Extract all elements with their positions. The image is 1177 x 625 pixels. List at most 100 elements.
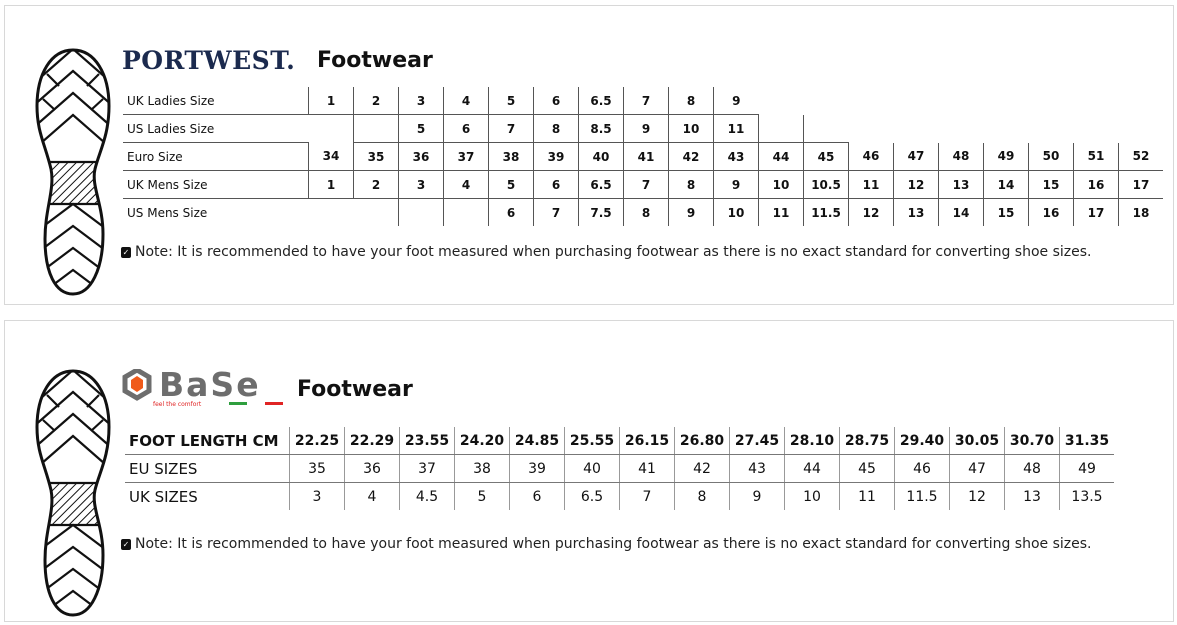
size-cell: 47 — [949, 454, 1005, 483]
svg-text:BaSe: BaSe — [159, 369, 261, 404]
size-cell — [1119, 87, 1164, 115]
size-cell: 17 — [1118, 170, 1163, 199]
portwest-size-chart: PORTWEST. Footwear UK Ladies Size 1 2 3 4 5 6 6… — [4, 5, 1174, 305]
size-cell: 6.5 — [578, 170, 624, 199]
size-cell: 49 — [983, 142, 1029, 171]
size-cell: 38 — [454, 454, 510, 483]
size-cell — [804, 87, 849, 115]
size-cell: 48 — [938, 142, 984, 171]
size-cell: 48 — [1004, 454, 1060, 483]
size-cell: 37 — [443, 142, 489, 171]
size-cell: 29.40 — [894, 427, 950, 455]
table-row: Euro Size 34 35 36 37 38 39 40 41 42 43 44 45 46 47 48 4… — [123, 142, 1163, 171]
size-cell: 14 — [938, 198, 984, 226]
size-cell: 35 — [353, 142, 399, 171]
row-label: US Mens Size — [127, 205, 208, 220]
size-cell: 40 — [564, 454, 620, 483]
size-cell — [984, 115, 1029, 143]
size-cell: 6 — [533, 87, 579, 115]
size-cell — [894, 115, 939, 143]
size-cell: 8 — [533, 114, 579, 143]
size-cell: 43 — [729, 454, 785, 483]
table-row: UK SIZES 3 4 4.5 5 6 6.5 7 8 9 10 11 11.5 12 13 13.5 — [125, 482, 1114, 510]
table-row: UK Mens Size 1 2 3 4 5 6 6.5 7 8 9 10 10.5 11 12 13 14 15… — [123, 170, 1163, 199]
checkbox-icon: ✓ — [121, 246, 131, 258]
size-cell: 39 — [509, 454, 565, 483]
size-cell: 26.15 — [619, 427, 675, 455]
size-cell: 51 — [1073, 142, 1119, 171]
size-cell: 3 — [398, 170, 444, 199]
size-cell — [354, 199, 399, 227]
size-cell: 13 — [938, 170, 984, 199]
size-cell: 37 — [399, 454, 455, 483]
size-cell: 3 — [398, 87, 444, 115]
size-cell: 31.35 — [1059, 427, 1114, 455]
size-cell — [443, 198, 489, 226]
size-cell: 42 — [668, 142, 714, 171]
size-cell: 16 — [1073, 170, 1119, 199]
table-row: FOOT LENGTH CM 22.25 22.29 23.55 24.20 24.85 2… — [125, 427, 1114, 455]
size-cell: 6 — [443, 114, 489, 143]
size-cell: 15 — [983, 198, 1029, 226]
size-cell: 11 — [839, 482, 895, 510]
size-cell: 7.5 — [578, 198, 624, 226]
row-label: UK SIZES — [129, 487, 198, 506]
size-cell: 4.5 — [399, 482, 455, 510]
size-cell: 6 — [533, 170, 579, 199]
size-cell: 12 — [848, 198, 894, 226]
size-cell — [759, 87, 804, 115]
size-cell: 9 — [713, 87, 759, 115]
size-cell: 13 — [1004, 482, 1060, 510]
size-cell: 12 — [893, 170, 939, 199]
size-cell: 15 — [1028, 170, 1074, 199]
size-cell: 10 — [713, 198, 759, 226]
size-cell: 14 — [983, 170, 1029, 199]
size-cell: 7 — [623, 170, 669, 199]
size-cell: 39 — [533, 142, 579, 171]
size-cell: 27.45 — [729, 427, 785, 455]
row-label: US Ladies Size — [123, 114, 309, 143]
size-cell: 8 — [623, 198, 669, 226]
size-cell: 43 — [713, 142, 759, 171]
size-cell: 41 — [619, 454, 675, 483]
size-cell: 7 — [619, 482, 675, 510]
size-cell: 13.5 — [1059, 482, 1114, 510]
size-cell: 25.55 — [564, 427, 620, 455]
size-cell: 46 — [848, 142, 894, 171]
size-cell — [894, 87, 939, 115]
row-label: EU SIZES — [125, 454, 290, 483]
size-cell: 50 — [1028, 142, 1074, 171]
size-cell — [398, 198, 444, 226]
size-cell: 10.5 — [803, 170, 849, 199]
size-cell: 11.5 — [803, 198, 849, 226]
size-cell — [1029, 115, 1074, 143]
size-cell: 45 — [803, 142, 849, 171]
size-cell: 47 — [893, 142, 939, 171]
size-cell: 28.10 — [784, 427, 840, 455]
size-cell: 7 — [533, 198, 579, 226]
size-cell: 38 — [488, 142, 534, 171]
size-cell — [1074, 115, 1119, 143]
size-cell: 23.55 — [399, 427, 455, 455]
size-cell: 5 — [454, 482, 510, 510]
table-row: US Ladies Size 5 6 7 8 8.5 9 10 11 — [123, 114, 1163, 143]
row-label: FOOT LENGTH CM — [125, 427, 290, 455]
size-cell — [939, 87, 984, 115]
size-cell: 11 — [713, 114, 759, 143]
shoe-sole-illustration — [33, 44, 113, 303]
size-cell: 7 — [623, 87, 669, 115]
note-text: Note: It is recommended to have your foo… — [135, 244, 1092, 260]
size-cell: 24.85 — [509, 427, 565, 455]
base-logo: BaSe feel the comfort — [122, 369, 283, 408]
size-cell: 52 — [1118, 142, 1163, 171]
size-cell: 13 — [893, 198, 939, 226]
size-cell: 6 — [509, 482, 565, 510]
size-cell: 8 — [668, 87, 714, 115]
size-cell — [309, 199, 354, 227]
table-row: EU SIZES 35 36 37 38 39 40 41 42 43 44 45 46 47 48 49 — [125, 454, 1114, 483]
size-cell: 3 — [289, 482, 345, 510]
size-cell — [849, 87, 894, 115]
size-cell: 2 — [353, 87, 399, 115]
size-cell: 6.5 — [578, 87, 624, 115]
size-cell: 26.80 — [674, 427, 730, 455]
